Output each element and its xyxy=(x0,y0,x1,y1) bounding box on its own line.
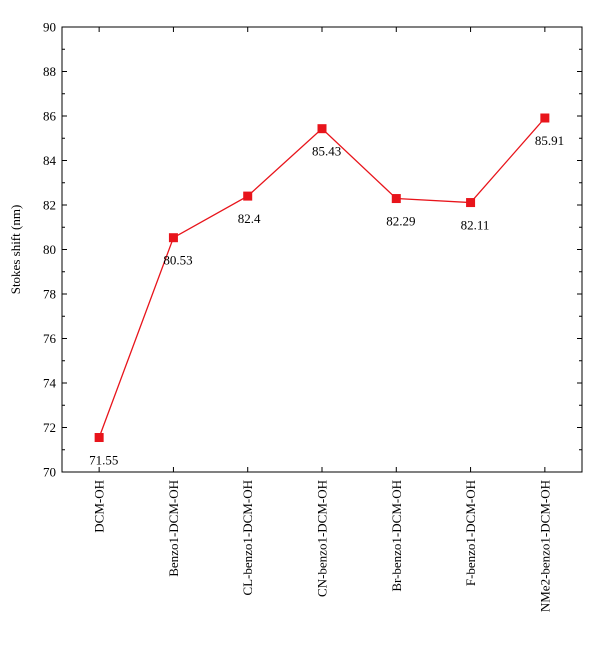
y-tick-label: 90 xyxy=(43,20,56,35)
y-tick-label: 74 xyxy=(43,376,57,391)
x-category-label: NMe2-benzo1-DCM-OH xyxy=(537,480,552,612)
x-category-label: CN-benzo1-DCM-OH xyxy=(315,480,330,597)
y-tick-label: 88 xyxy=(43,64,56,79)
x-axis-ticks: DCM-OH Benzo1-DCM-OH CL-benzo1-DCM-OH CN-be… xyxy=(92,27,552,612)
data-label: 80.53 xyxy=(163,253,192,268)
series-line-path xyxy=(98,117,546,438)
x-category-label: Benzo1-DCM-OH xyxy=(166,480,181,577)
data-point xyxy=(168,233,178,243)
data-labels: 71.55 80.53 82.4 85.43 82.29 82.11 85.91 xyxy=(89,133,564,468)
x-category-label: DCM-OH xyxy=(92,480,107,533)
series-line xyxy=(94,113,550,443)
data-point xyxy=(243,191,253,201)
axes xyxy=(61,26,583,473)
data-point xyxy=(540,113,550,123)
y-tick-label: 86 xyxy=(43,109,57,124)
data-label: 82.4 xyxy=(238,211,261,226)
data-label: 85.43 xyxy=(312,144,341,159)
data-label: 82.29 xyxy=(386,214,415,229)
data-point xyxy=(317,124,327,134)
plot-frame xyxy=(61,26,583,473)
data-label: 85.91 xyxy=(535,133,564,148)
data-point xyxy=(391,194,401,204)
y-axis-ticks: 70 72 74 76 78 80 82 84 86 88 90 xyxy=(43,20,582,480)
x-category-label: Br-benzo1-DCM-OH xyxy=(389,480,404,592)
x-category-label: F-benzo1-DCM-OH xyxy=(463,480,478,586)
x-category-label: CL-benzo1-DCM-OH xyxy=(240,480,255,596)
y-tick-label: 78 xyxy=(43,287,56,302)
y-tick-label: 84 xyxy=(43,153,57,168)
y-tick-label: 80 xyxy=(43,242,56,257)
data-point xyxy=(466,198,476,208)
y-tick-label: 82 xyxy=(43,198,56,213)
y-tick-label: 70 xyxy=(43,465,56,480)
data-label: 71.55 xyxy=(89,453,118,468)
y-tick-label: 72 xyxy=(43,420,56,435)
data-point xyxy=(94,433,104,443)
y-axis-label: Stokes shift (nm) xyxy=(8,205,23,295)
data-label: 82.11 xyxy=(461,218,490,233)
y-tick-label: 76 xyxy=(43,331,57,346)
